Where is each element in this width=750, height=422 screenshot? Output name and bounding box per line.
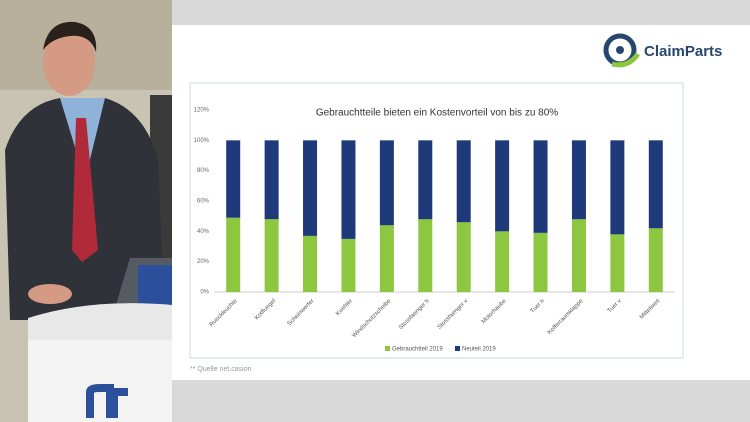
chart-title: Gebrauchtteile bieten ein Kostenvorteil …	[316, 108, 558, 119]
tie	[72, 118, 98, 262]
y-tick-label: 120%	[194, 108, 210, 114]
bar-segment	[226, 140, 241, 218]
bar-segment	[533, 140, 548, 233]
bar-segment	[341, 140, 356, 239]
y-tick-label: 40%	[197, 229, 210, 235]
bar-segment	[264, 219, 279, 292]
bar-segment	[303, 235, 318, 292]
bar-segment	[648, 140, 663, 229]
hands	[28, 284, 72, 304]
y-tick-label: 80%	[197, 168, 210, 174]
y-tick-label: 20%	[197, 259, 210, 265]
hair	[43, 21, 97, 52]
presenter-photo	[0, 0, 172, 422]
bar-segment	[571, 140, 586, 220]
podium-front	[28, 340, 172, 422]
bar-segment	[418, 140, 433, 220]
bar-segment	[610, 140, 625, 235]
bar-segment	[264, 140, 279, 220]
bar-segment	[610, 234, 625, 292]
legend-label: Gebrauchtteil 2019	[392, 347, 443, 353]
legend-label: Neuteil 2019	[462, 347, 496, 353]
bar-segment	[379, 225, 394, 292]
bar-segment	[648, 228, 663, 292]
logo-dot	[616, 46, 624, 54]
bar-segment	[379, 140, 394, 226]
chart-frame	[189, 82, 684, 359]
head	[43, 28, 95, 96]
bar-segment	[303, 140, 318, 236]
y-tick-label: 60%	[197, 199, 210, 205]
bar-segment	[456, 222, 471, 292]
bar-segment	[456, 140, 471, 223]
logo	[603, 33, 641, 68]
logo-swoosh	[611, 52, 641, 68]
laptop-screen	[138, 265, 172, 310]
bar-segment	[495, 231, 510, 292]
source-note: ** Quelle net.casion	[190, 366, 252, 373]
bar-segment	[533, 232, 548, 292]
podium-logo	[86, 384, 128, 418]
logo-text: ClaimParts	[644, 43, 722, 60]
bar-segment	[571, 219, 586, 292]
bar-segment	[495, 140, 510, 232]
legend-swatch	[455, 346, 460, 351]
bar-segment	[341, 238, 356, 292]
y-tick-label: 100%	[194, 138, 210, 144]
y-tick-label: 0%	[200, 290, 209, 296]
legend-swatch	[385, 346, 390, 351]
bar-segment	[418, 219, 433, 292]
bar-segment	[226, 217, 241, 292]
